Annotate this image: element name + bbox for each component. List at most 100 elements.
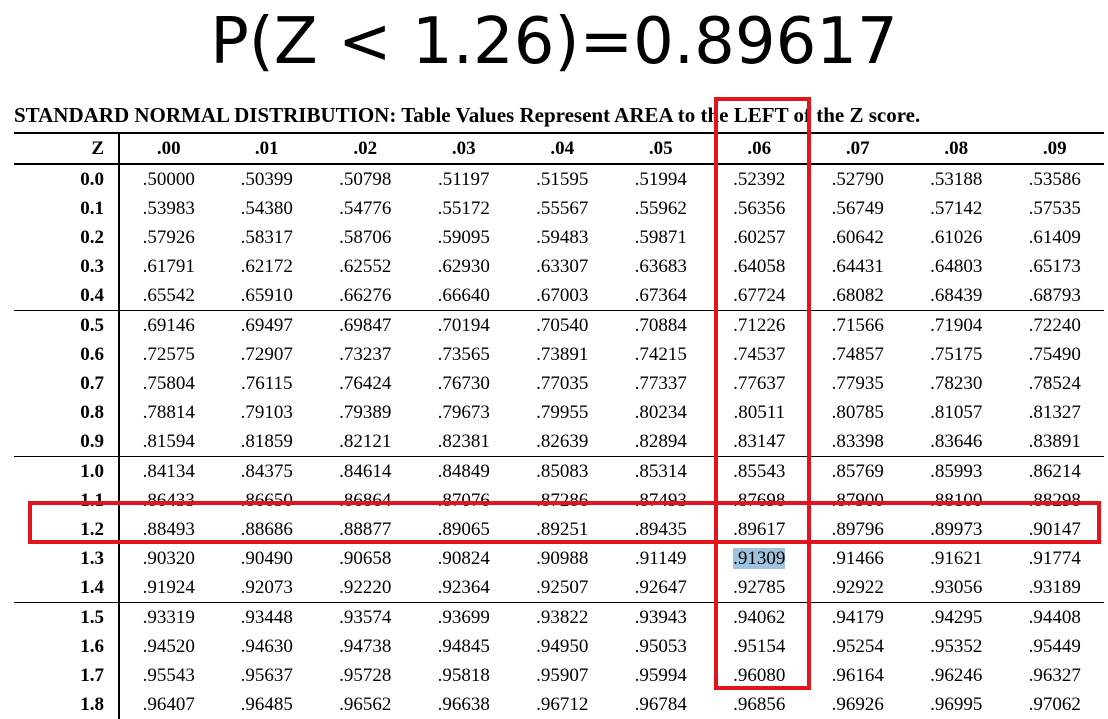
probability-cell: .90147	[1006, 515, 1105, 544]
probability-cell: .50798	[316, 164, 415, 194]
probability-cell: .96407	[119, 690, 218, 719]
probability-value: .53983	[142, 198, 195, 219]
probability-cell: .92647	[611, 573, 710, 603]
probability-cell: .62930	[415, 252, 514, 281]
probability-value: .68439	[930, 285, 983, 306]
probability-cell: .87286	[513, 486, 612, 515]
probability-value: .78230	[930, 373, 983, 394]
probability-value: .94950	[536, 636, 589, 657]
z-value-cell: 1.6	[14, 632, 120, 661]
probability-value: .85543	[733, 461, 786, 482]
probability-value: .56356	[733, 198, 786, 219]
probability-cell: .50399	[218, 164, 317, 194]
probability-value: .87076	[437, 490, 490, 511]
probability-value: .72240	[1028, 315, 1081, 336]
probability-cell: .96856	[710, 690, 809, 719]
probability-value: .86433	[142, 490, 195, 511]
probability-value: .78814	[142, 402, 195, 423]
probability-value: .64803	[930, 256, 983, 277]
probability-value: .89617	[733, 519, 786, 540]
probability-cell: .52392	[710, 164, 809, 194]
probability-value: .95728	[339, 665, 392, 686]
probability-value: .67364	[634, 285, 687, 306]
probability-cell: .96327	[1006, 661, 1105, 690]
probability-value: .86650	[240, 490, 293, 511]
z-value-cell: 0.6	[14, 340, 120, 369]
probability-cell: .93189	[1005, 573, 1104, 603]
probability-value: .93448	[240, 607, 293, 628]
probability-value: .93574	[339, 607, 392, 628]
probability-cell: .94062	[710, 603, 809, 633]
probability-cell: .95818	[415, 661, 514, 690]
probability-cell: .53188	[907, 164, 1006, 194]
probability-value: .95053	[634, 636, 687, 657]
probability-cell: .58706	[316, 223, 415, 252]
probability-value: .96562	[339, 694, 392, 715]
probability-value: .82381	[437, 431, 490, 452]
probability-cell: .61026	[907, 223, 1006, 252]
table-row: 0.6 .72575 .72907 .73237 .73565 .73891 .74215.…	[14, 340, 1104, 369]
column-header: .06	[710, 133, 809, 165]
probability-cell: .70884	[612, 311, 711, 341]
probability-cell: .89251	[513, 515, 612, 544]
probability-cell: .85314	[612, 457, 711, 487]
probability-value: .90147	[1028, 519, 1081, 540]
probability-cell: .76424	[316, 369, 415, 398]
probability-cell: .64058	[710, 252, 809, 281]
probability-value: .95907	[536, 665, 589, 686]
probability-value: .75175	[930, 344, 983, 365]
probability-cell: .97062	[1006, 690, 1105, 719]
probability-value: .65173	[1028, 256, 1081, 277]
probability-cell: .90658	[316, 544, 415, 573]
probability-value: .59483	[536, 227, 589, 248]
probability-value: .55567	[536, 198, 589, 219]
table-row: 1.6 .94520 .94630 .94738 .94845 .94950 .95053.…	[14, 632, 1104, 661]
probability-cell: .87076	[415, 486, 514, 515]
probability-cell: .58317	[218, 223, 317, 252]
probability-cell: .56356	[710, 194, 809, 223]
probability-cell: .85083	[513, 457, 612, 487]
column-header: .05	[611, 133, 710, 165]
probability-cell: .96784	[612, 690, 711, 719]
probability-cell: .83646	[907, 427, 1006, 457]
probability-value: .97062	[1028, 694, 1081, 715]
probability-cell: .75490	[1006, 340, 1105, 369]
probability-value: .88877	[339, 519, 392, 540]
probability-value: .60642	[831, 227, 884, 248]
probability-cell: .90490	[218, 544, 317, 573]
probability-value: .57142	[930, 198, 983, 219]
probability-value: .66640	[437, 285, 490, 306]
probability-cell: .94295	[907, 603, 1006, 633]
probability-value: .95254	[831, 636, 884, 657]
probability-value: .95543	[142, 665, 195, 686]
probability-cell: .78524	[1006, 369, 1105, 398]
probability-value: .70884	[634, 315, 687, 336]
probability-value: .58706	[339, 227, 392, 248]
probability-cell: .87900	[809, 486, 908, 515]
probability-cell: .88100	[907, 486, 1006, 515]
probability-cell: .56749	[809, 194, 908, 223]
probability-value: .95154	[733, 636, 786, 657]
probability-value: .75804	[142, 373, 195, 394]
probability-value: .89796	[831, 519, 884, 540]
probability-cell: .67364	[611, 281, 710, 311]
probability-value: .56749	[831, 198, 884, 219]
probability-value: .52790	[831, 169, 884, 190]
probability-cell: .84375	[218, 457, 317, 487]
table-row: 1.0 .84134 .84375 .84614 .84849 .85083 .85314.…	[14, 456, 1104, 487]
probability-cell: .76115	[218, 369, 317, 398]
probability-cell: .82639	[513, 427, 612, 457]
probability-cell: .95728	[316, 661, 415, 690]
probability-cell: .75175	[907, 340, 1006, 369]
probability-value: .66276	[339, 285, 392, 306]
probability-cell: .86433	[119, 486, 218, 515]
probability-cell: .59483	[513, 223, 612, 252]
probability-value: .83398	[831, 431, 884, 452]
z-value-cell: 1.1	[14, 486, 120, 515]
probability-cell: .54380	[218, 194, 317, 223]
table-row: 0.5 .69146 .69497 .69847 .70194 .70540 .70884.…	[14, 310, 1104, 341]
probability-value: .74537	[733, 344, 786, 365]
probability-cell: .80234	[612, 398, 711, 427]
probability-cell: .92073	[217, 573, 316, 603]
probability-cell: .93574	[316, 603, 415, 633]
